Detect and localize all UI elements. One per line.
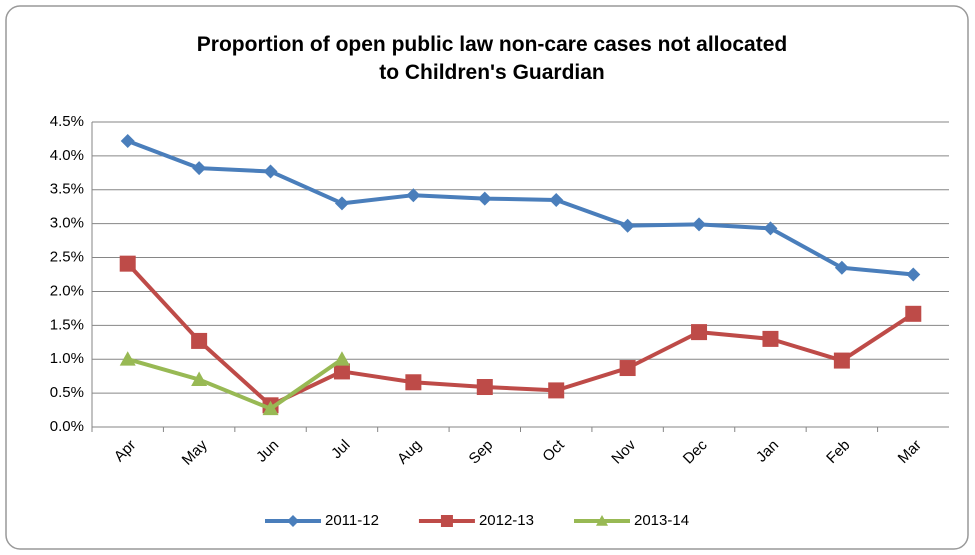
marker <box>833 352 850 369</box>
marker <box>119 255 136 272</box>
series-line <box>126 262 915 408</box>
marker <box>120 133 135 148</box>
marker <box>334 196 349 211</box>
y-tick-label: 4.0% <box>50 147 84 164</box>
y-tick-label: 2.5% <box>50 249 84 266</box>
legend-marker <box>596 515 608 526</box>
y-tick-label: 4.5% <box>50 113 84 130</box>
y-tick-label: 2.0% <box>50 282 84 299</box>
marker <box>333 351 350 366</box>
marker <box>406 188 421 203</box>
legend-marker <box>287 515 299 527</box>
y-tick-label: 0.0% <box>50 418 84 435</box>
marker <box>192 161 207 176</box>
marker <box>548 382 565 399</box>
y-tick-label: 1.0% <box>50 350 84 367</box>
marker <box>692 217 707 232</box>
series-line <box>126 139 914 277</box>
marker <box>834 260 849 275</box>
chart-border <box>5 5 969 550</box>
legend-label: 2012-13 <box>479 512 534 529</box>
marker <box>263 164 278 179</box>
y-tick-label: 1.5% <box>50 316 84 333</box>
y-tick-label: 0.5% <box>50 384 84 401</box>
legend-label: 2011-12 <box>325 512 379 529</box>
marker <box>691 324 708 341</box>
legend-marker <box>440 515 453 527</box>
marker <box>191 332 208 349</box>
marker <box>763 221 778 236</box>
chart-title: Proportion of open public law non-care c… <box>197 33 787 84</box>
marker <box>191 371 208 386</box>
marker <box>619 360 636 377</box>
marker <box>762 330 779 347</box>
marker <box>119 351 136 366</box>
marker <box>620 218 635 233</box>
y-tick-label: 3.0% <box>50 215 84 232</box>
y-tick-label: 3.5% <box>50 181 84 198</box>
marker <box>477 191 492 206</box>
marker <box>405 374 422 391</box>
marker <box>262 400 279 416</box>
marker <box>549 192 564 207</box>
marker <box>906 267 921 282</box>
legend-label: 2013-14 <box>634 512 689 529</box>
marker <box>905 305 922 322</box>
marker <box>476 379 493 396</box>
series-line <box>127 357 344 411</box>
marker <box>333 363 350 380</box>
